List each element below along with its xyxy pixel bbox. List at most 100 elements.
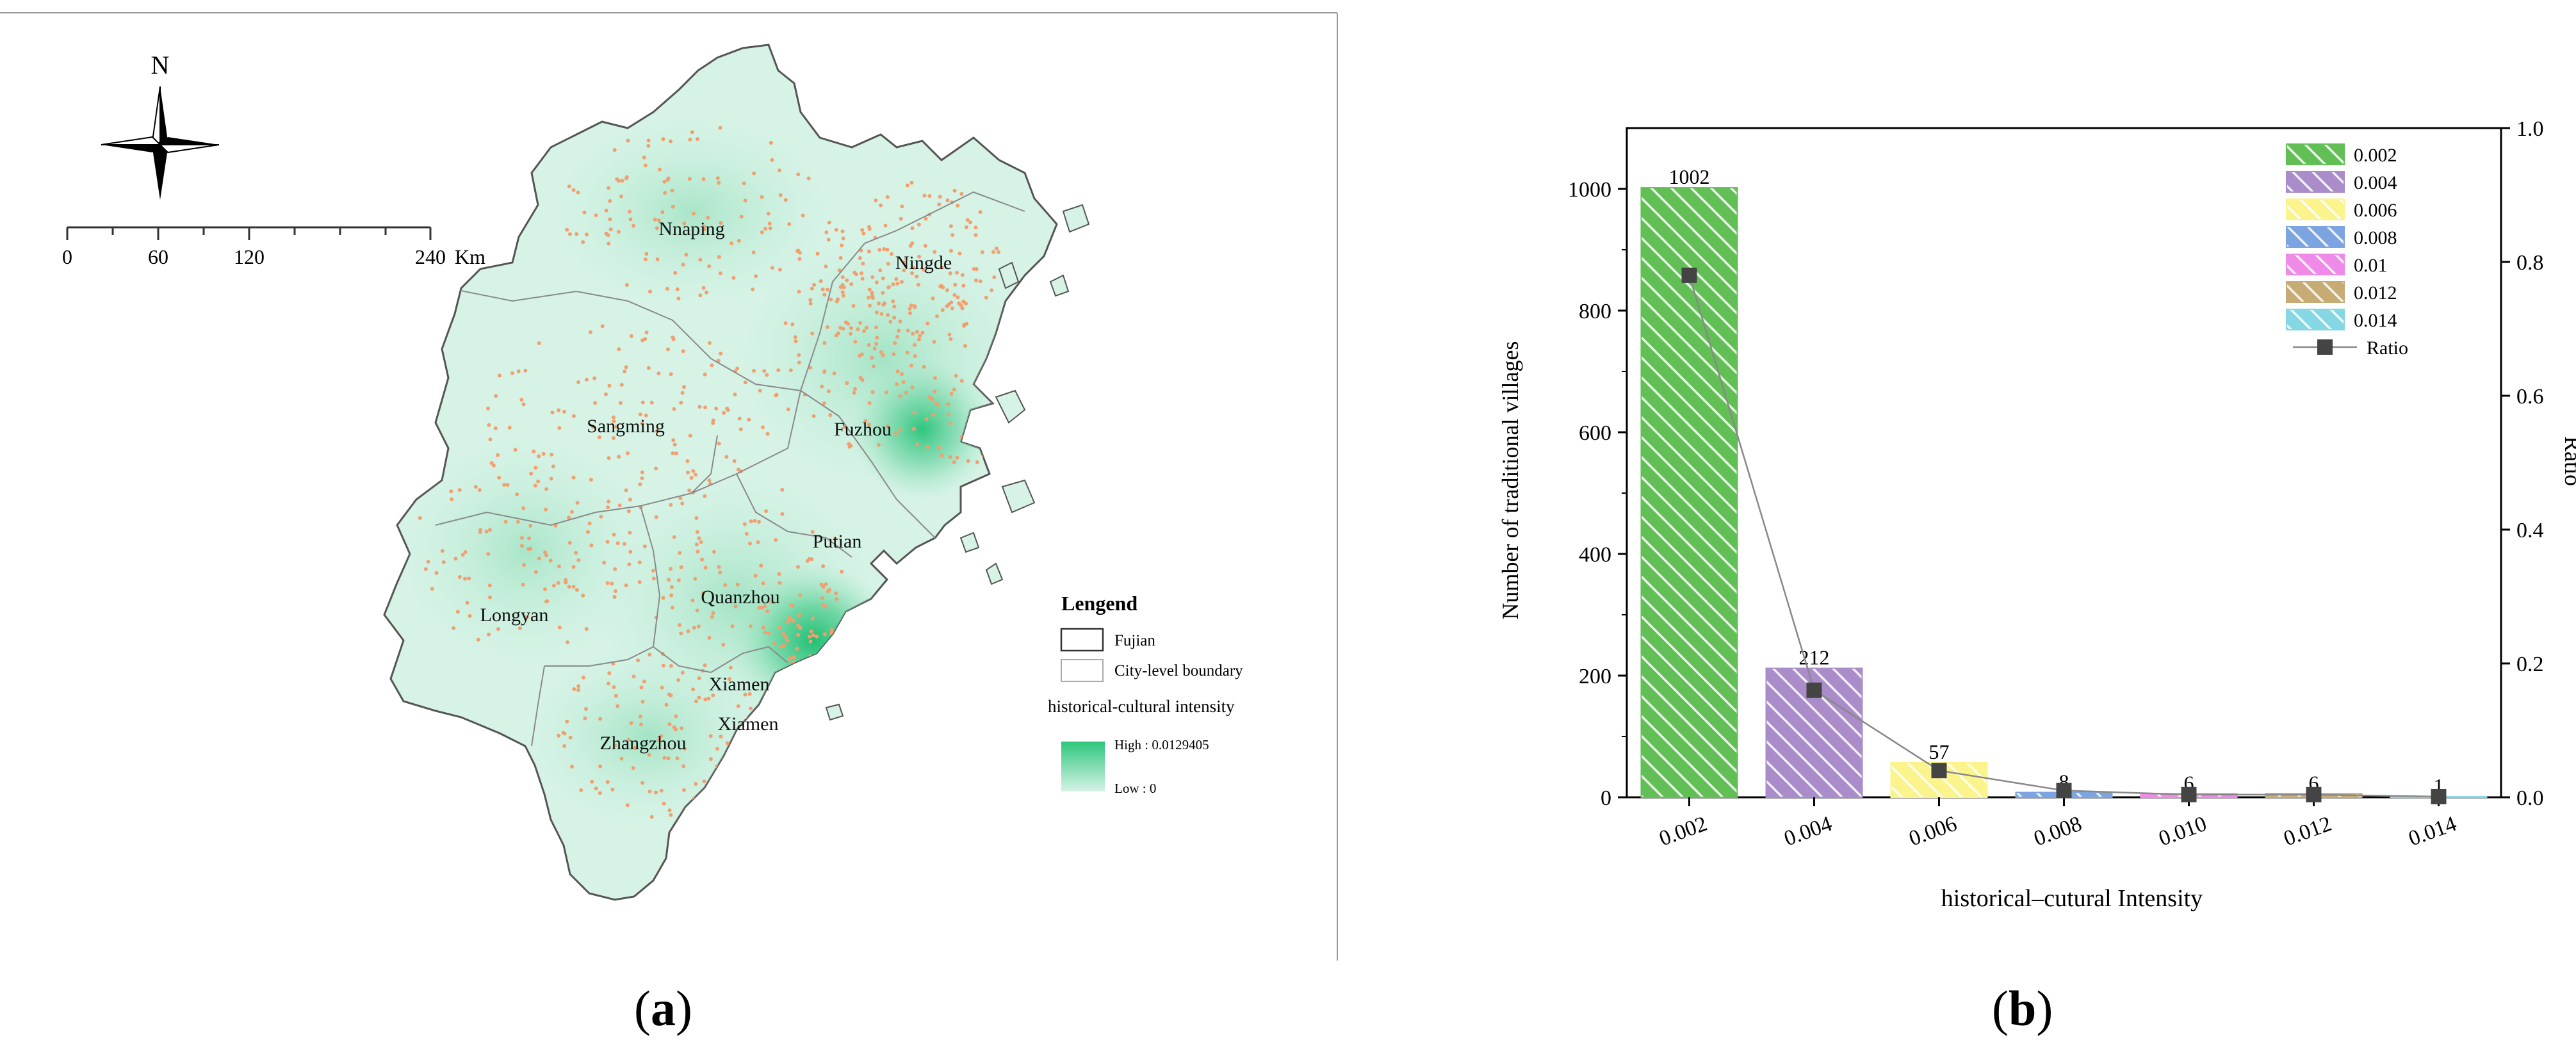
- village-point: [628, 530, 632, 535]
- village-point: [510, 371, 514, 375]
- village-point: [647, 752, 651, 757]
- y2-tick-label: 0.4: [2516, 519, 2544, 542]
- village-point: [900, 372, 904, 377]
- village-point: [898, 428, 902, 432]
- village-point: [940, 453, 944, 458]
- village-point: [743, 380, 747, 385]
- village-point: [990, 423, 995, 427]
- village-point: [840, 243, 844, 248]
- village-point: [780, 487, 785, 492]
- bar-value-label: 57: [1929, 740, 1950, 763]
- village-point: [955, 270, 959, 275]
- village-point: [768, 226, 772, 231]
- village-point: [832, 371, 836, 376]
- village-point: [974, 233, 978, 238]
- village-point: [774, 393, 778, 398]
- village-point: [680, 726, 684, 731]
- village-point: [703, 405, 708, 410]
- village-point: [486, 406, 490, 410]
- village-point: [550, 452, 554, 457]
- village-point: [940, 308, 945, 313]
- village-point: [984, 407, 988, 411]
- village-point: [520, 536, 524, 540]
- village-point: [975, 460, 979, 464]
- village-point: [829, 628, 834, 632]
- village-point: [518, 626, 522, 631]
- village-point: [689, 804, 692, 808]
- village-point: [881, 291, 885, 295]
- caption-b: (b): [1992, 980, 2053, 1037]
- village-point: [612, 419, 616, 423]
- village-point: [767, 222, 772, 226]
- city-label-xiamen: Xiamen: [709, 674, 770, 695]
- village-point: [735, 747, 740, 752]
- village-point: [781, 631, 786, 636]
- village-point: [792, 619, 796, 623]
- village-point: [662, 756, 667, 760]
- village-point: [744, 532, 749, 536]
- village-point: [562, 409, 567, 414]
- village-point: [541, 451, 546, 456]
- village-point: [849, 326, 853, 330]
- village-point: [822, 293, 827, 297]
- village-point: [516, 369, 521, 373]
- village-point: [979, 433, 984, 437]
- village-point: [712, 549, 716, 554]
- village-point: [946, 402, 950, 407]
- city-label-ningde: Ningde: [895, 252, 952, 273]
- scale-tick-240: 240: [415, 245, 446, 268]
- legend-swatch-0.014: [2286, 309, 2345, 330]
- village-point: [841, 293, 845, 298]
- village-point: [748, 541, 752, 546]
- village-point: [731, 791, 735, 795]
- village-point: [467, 576, 471, 581]
- village-point: [557, 625, 562, 630]
- village-point: [862, 329, 867, 333]
- village-point: [608, 199, 612, 203]
- village-point: [571, 188, 576, 192]
- village-point: [537, 341, 541, 345]
- village-point: [457, 575, 462, 579]
- village-point: [564, 580, 568, 585]
- village-point: [534, 466, 538, 470]
- village-point: [571, 414, 576, 418]
- village-point: [917, 222, 921, 227]
- village-point: [449, 489, 453, 494]
- village-point: [749, 706, 753, 711]
- village-point: [918, 334, 922, 338]
- village-point: [701, 224, 706, 229]
- village-point: [688, 434, 692, 438]
- village-point: [618, 401, 623, 405]
- village-point: [487, 583, 492, 588]
- village-point: [600, 324, 605, 329]
- village-point: [710, 615, 714, 619]
- village-point: [960, 273, 965, 277]
- village-point: [995, 247, 999, 251]
- village-point: [879, 312, 884, 316]
- village-point: [642, 544, 647, 549]
- village-point: [550, 410, 555, 415]
- village-point: [765, 609, 770, 613]
- village-point: [628, 217, 633, 222]
- village-point: [708, 734, 713, 738]
- village-point: [648, 790, 652, 793]
- caption-a-close: ): [675, 980, 692, 1036]
- village-point: [701, 286, 706, 290]
- village-point: [778, 644, 783, 649]
- village-point: [683, 747, 687, 751]
- village-point: [920, 330, 925, 335]
- village-point: [936, 403, 940, 407]
- village-point: [933, 389, 937, 394]
- village-point: [496, 627, 500, 631]
- legend-title: Lengend: [1061, 592, 1137, 615]
- village-point: [711, 693, 715, 697]
- village-point: [974, 278, 978, 282]
- legend-fujian-label: Fujian: [1114, 632, 1155, 649]
- village-point: [756, 540, 760, 544]
- village-point: [619, 382, 624, 387]
- village-point: [575, 232, 579, 236]
- village-point: [881, 276, 885, 280]
- village-point: [786, 619, 790, 624]
- village-point: [822, 370, 827, 374]
- village-point: [932, 339, 936, 344]
